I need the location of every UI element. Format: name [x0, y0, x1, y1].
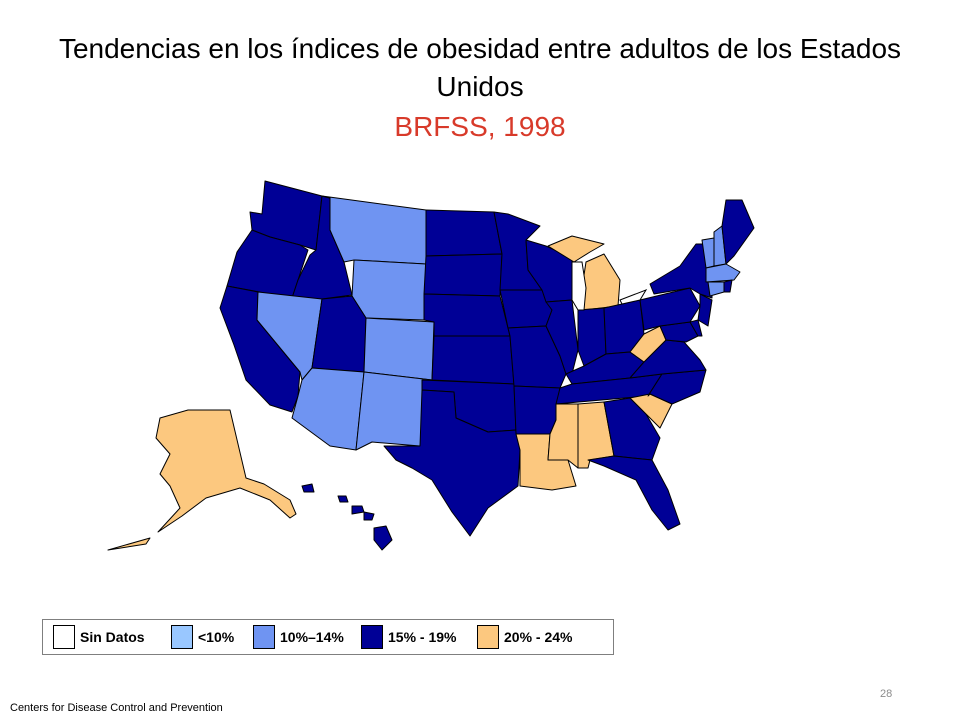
- legend-label: 20% - 24%: [504, 629, 573, 645]
- legend-item-15-19: 15% - 19%: [361, 625, 456, 649]
- state-wy: [351, 259, 427, 321]
- slide-subtitle: BRFSS, 1998: [394, 111, 566, 142]
- state-ma: [705, 263, 741, 283]
- legend-item-10-14: 10%–14%: [253, 625, 344, 649]
- state-nd: [425, 209, 503, 257]
- legend-label: Sin Datos: [80, 629, 145, 645]
- state-az: [291, 367, 365, 451]
- state-ct: [707, 281, 725, 297]
- legend-label: <10%: [198, 629, 235, 645]
- state-ks: [431, 335, 515, 385]
- state-sd: [423, 253, 503, 297]
- legend: Sin Datos <10% 10%–14% 15% - 19% 20% - 2…: [42, 619, 614, 655]
- legend-swatch: [361, 625, 383, 649]
- state-ny: [649, 243, 713, 299]
- legend-swatch: [53, 625, 75, 649]
- legend-label: 10%–14%: [280, 629, 344, 645]
- footer-source: Centers for Disease Control and Preventi…: [10, 702, 223, 714]
- state-me: [721, 199, 755, 265]
- legend-swatch: [171, 625, 193, 649]
- legend-label: 15% - 19%: [388, 629, 457, 645]
- state-nm: [355, 371, 433, 451]
- legend-item-lt10: <10%: [171, 625, 234, 649]
- us-obesity-map: [107, 180, 755, 551]
- legend-swatch: [477, 625, 499, 649]
- state-ak: [107, 409, 297, 551]
- state-nj: [697, 293, 713, 327]
- state-ri: [723, 279, 733, 293]
- legend-item-no-data: Sin Datos: [53, 625, 145, 649]
- state-ne: [423, 293, 511, 337]
- legend-item-20-24: 20% - 24%: [477, 625, 572, 649]
- state-de: [689, 319, 703, 337]
- slide-title: Tendencias en los índices de obesidad en…: [58, 33, 902, 102]
- state-tx: [383, 389, 521, 537]
- state-sc: [629, 393, 673, 429]
- state-hi: [301, 483, 393, 551]
- state-co: [363, 317, 435, 381]
- lake-erie: [619, 289, 648, 305]
- state-fl: [587, 455, 681, 531]
- legend-swatch: [253, 625, 275, 649]
- lake-michigan: [571, 261, 587, 311]
- page-number: 28: [880, 688, 893, 700]
